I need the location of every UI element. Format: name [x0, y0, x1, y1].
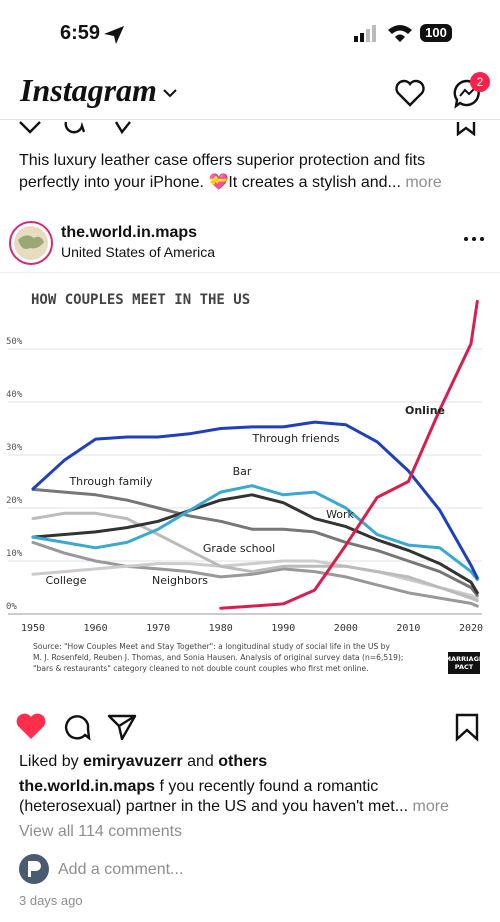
- likes-line: Liked by emiryavuzerr and others: [19, 753, 267, 771]
- x-tick-label: 1970: [146, 623, 170, 634]
- series-label: College: [45, 574, 86, 587]
- caption-line: This luxury leather case offers superior…: [19, 152, 426, 169]
- series-label: Work: [326, 508, 354, 521]
- source-note: M. J. Rosenfeld, Reuben J. Thomas, and S…: [33, 653, 403, 662]
- caption-line: the.world.in.maps f you recently found a…: [19, 778, 378, 796]
- series-line: [31, 484, 479, 582]
- y-tick-label: 50%: [6, 337, 23, 347]
- series-line: [219, 299, 479, 610]
- caption-text: (heterosexual) partner in the US and you…: [19, 798, 409, 815]
- series-label: Bar: [233, 465, 252, 478]
- caption-text: perfectly into your iPhone. 💝It creates …: [19, 174, 401, 191]
- series-line: [31, 511, 479, 603]
- previous-actions: [19, 121, 476, 136]
- x-tick-label: 1990: [271, 623, 295, 634]
- x-tick-label: 1980: [209, 623, 233, 634]
- likes-others[interactable]: others: [218, 753, 268, 770]
- heart-icon[interactable]: [394, 78, 426, 108]
- divider: [0, 119, 500, 120]
- more-link[interactable]: more: [412, 798, 449, 815]
- divider: [0, 272, 500, 273]
- x-tick-label: 2020: [459, 623, 483, 634]
- y-tick-label: 10%: [6, 549, 23, 559]
- y-tick-label: 40%: [6, 390, 23, 400]
- add-comment[interactable]: Add a comment...: [58, 861, 184, 878]
- username[interactable]: the.world.in.maps: [61, 224, 198, 241]
- chart: HOW COUPLES MEET IN THE US 0% 10% 20% 30% 40…: [6, 292, 484, 674]
- like-button[interactable]: [14, 712, 48, 742]
- caption-username[interactable]: the.world.in.maps: [19, 778, 156, 795]
- location-icon: [104, 26, 124, 44]
- y-tick-label: 30%: [6, 443, 23, 453]
- instagram-logo[interactable]: Instagram: [20, 72, 157, 108]
- comment-button[interactable]: [62, 712, 92, 742]
- chart-title: HOW COUPLES MEET IN THE US: [31, 292, 250, 308]
- location[interactable]: United States of America: [61, 244, 216, 260]
- more-options[interactable]: [462, 234, 488, 244]
- liker[interactable]: emiryavuzerr: [83, 753, 183, 770]
- series-label: Neighbors: [152, 574, 208, 587]
- avatar[interactable]: [8, 220, 54, 266]
- series-line: [31, 487, 479, 597]
- series-label: Through friends: [251, 432, 339, 445]
- series-label: Online: [405, 404, 445, 417]
- y-tick-label: 0%: [6, 602, 17, 612]
- notification-badge: 2: [470, 72, 490, 92]
- caption-text: f you recently found a romantic: [159, 778, 379, 795]
- battery: 100: [420, 24, 452, 42]
- logo-text: PACT: [455, 663, 474, 671]
- share-button[interactable]: [106, 712, 138, 742]
- source-note: Source: "How Couples Meet and Stay Toget…: [33, 642, 390, 651]
- series-line: [31, 493, 479, 595]
- time: 6:59: [60, 22, 101, 44]
- time-ago: 3 days ago: [19, 893, 83, 908]
- my-avatar: [19, 854, 49, 884]
- caption-line: (heterosexual) partner in the US and you…: [19, 798, 449, 816]
- x-tick-label: 2010: [396, 623, 420, 634]
- caption-line: perfectly into your iPhone. 💝It creates …: [19, 172, 442, 192]
- x-tick-label: 2000: [334, 623, 358, 634]
- likes-joiner: and: [187, 753, 214, 770]
- x-tick-label: 1960: [84, 623, 108, 634]
- series-label: Grade school: [203, 542, 275, 555]
- wifi-icon: [388, 25, 412, 42]
- series-label: Through family: [68, 475, 153, 488]
- save-button[interactable]: [454, 712, 480, 742]
- logo-text: MARRIAGE: [445, 655, 484, 663]
- source-note: "bars & restaurants" category cleaned to…: [33, 664, 369, 673]
- more-link[interactable]: more: [405, 174, 442, 191]
- x-tick-label: 1950: [21, 623, 45, 634]
- signal-icon: [354, 25, 376, 42]
- logo-box: [448, 652, 480, 674]
- likes-prefix: Liked by: [19, 753, 79, 770]
- series-line: [31, 540, 479, 608]
- dropdown-icon[interactable]: [160, 86, 180, 100]
- y-tick-label: 20%: [6, 496, 23, 506]
- view-comments[interactable]: View all 114 comments: [19, 823, 183, 840]
- series-line: [31, 420, 479, 580]
